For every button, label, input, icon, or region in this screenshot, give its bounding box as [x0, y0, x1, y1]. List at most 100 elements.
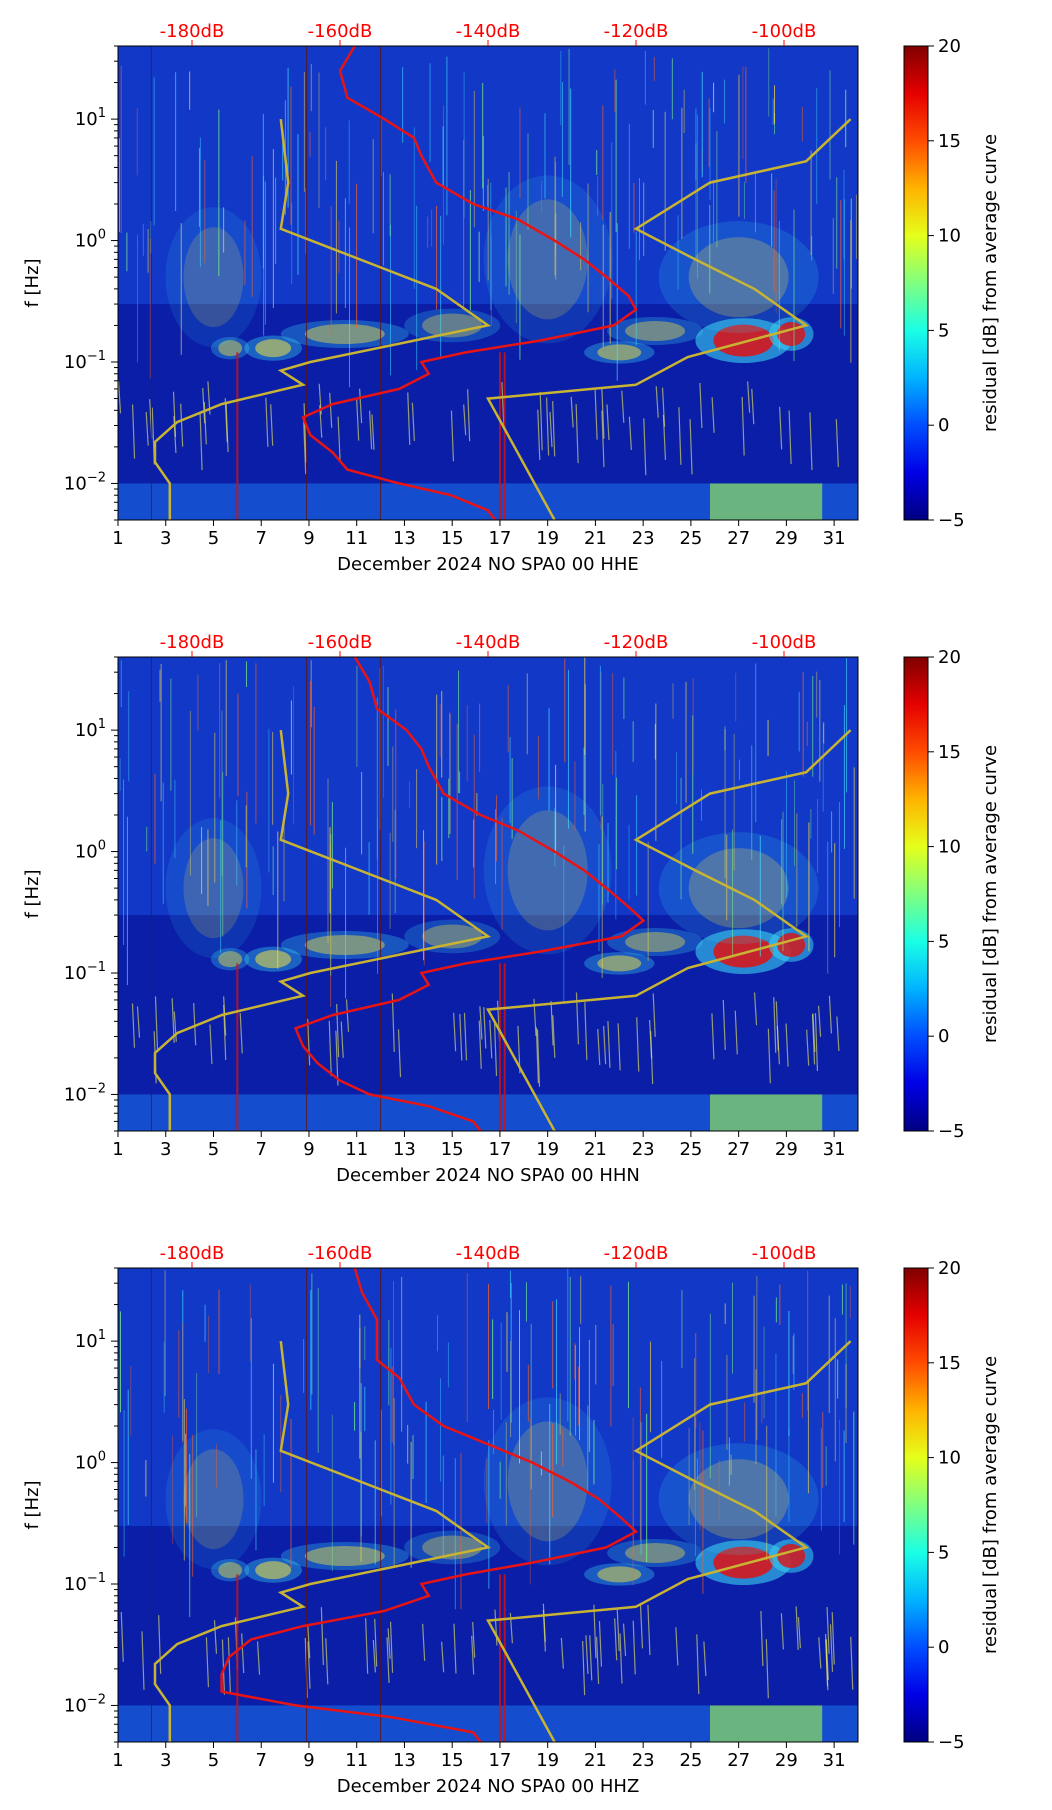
heatmap-event	[141, 1631, 145, 1690]
y-tick-exp: −1	[87, 1571, 106, 1586]
colorbar-tick-label: −5	[938, 510, 965, 531]
x-tick-label: 27	[727, 1750, 750, 1771]
colorbar	[903, 45, 929, 521]
heatmap-event	[622, 1623, 627, 1657]
heatmap-event	[337, 416, 341, 461]
x-tick-label: 23	[632, 1139, 655, 1160]
heatmap-storm-halo	[280, 320, 409, 349]
colorbar-tick-label: 10	[938, 1448, 961, 1469]
psd-curve	[293, 657, 646, 1131]
heatmap-event	[340, 1021, 344, 1058]
heatmap-event	[603, 1025, 607, 1065]
colorbar-tick-label: 20	[938, 647, 961, 668]
y-tick-base: 10	[64, 1695, 87, 1716]
heatmap-storm-core	[507, 199, 588, 320]
y-tick-label: 10−2	[64, 1692, 106, 1716]
heatmap-event	[270, 404, 274, 446]
x-tick-label: 9	[303, 528, 314, 549]
heatmap-event	[765, 1639, 769, 1699]
heatmap-storm-core	[507, 1421, 588, 1542]
heatmap-event	[494, 1609, 498, 1646]
x-tick-label: 29	[775, 1750, 798, 1771]
top-axis-label: -120dB	[604, 632, 669, 653]
heatmap-event	[225, 403, 229, 453]
heatmap	[118, 1268, 858, 1742]
heatmap-event	[372, 1640, 376, 1673]
y-tick-base: 10	[75, 1331, 98, 1352]
top-axis-label: -160dB	[308, 1243, 373, 1264]
x-tick-label: 21	[584, 1139, 607, 1160]
heatmap-event	[703, 1641, 707, 1677]
x-tick-label: 9	[303, 1139, 314, 1160]
x-tick-label: 3	[160, 528, 171, 549]
heatmap-event	[655, 386, 659, 418]
noise-model-high	[485, 1340, 852, 1742]
heatmap-band-high	[118, 46, 858, 305]
colorbar-label: residual [dB] from average curve	[980, 1356, 1001, 1654]
heatmap-event	[328, 1020, 332, 1077]
heatmap-event	[585, 1635, 589, 1674]
heatmap-event	[203, 401, 207, 445]
y-tick-base: 10	[75, 231, 98, 252]
heatmap-storm-core	[422, 924, 483, 949]
colorbar-tick-label: 10	[938, 226, 961, 247]
top-axis-label: -160dB	[308, 632, 373, 653]
heatmap-event	[711, 397, 715, 433]
heatmap-event	[369, 410, 373, 450]
colorbar-tick-label: 0	[938, 415, 949, 436]
y-tick-exp: −2	[87, 470, 106, 485]
y-tick-base: 10	[64, 1574, 87, 1595]
heatmap-storm-core	[304, 1546, 385, 1567]
heatmap-storm-core	[218, 1562, 243, 1579]
heatmap-storm-halo	[607, 316, 704, 345]
heatmap-event	[616, 1608, 620, 1652]
colorbar-tick-label: 0	[938, 1026, 949, 1047]
noise-model-high	[485, 729, 852, 1131]
heatmap-event	[173, 416, 177, 453]
x-tick-label: 15	[441, 1139, 464, 1160]
heatmap-event	[397, 1029, 402, 1078]
x-tick-label: 19	[536, 1750, 559, 1771]
colorbar-tick-label: 15	[938, 1353, 961, 1374]
heatmap-band-lowfreq-warm	[710, 1094, 823, 1131]
heatmap-event	[472, 1622, 476, 1658]
y-tick-label: 100	[75, 839, 106, 863]
heatmap-event	[835, 419, 839, 467]
x-tick-label: 9	[303, 1750, 314, 1771]
heatmap-event	[589, 1635, 593, 1681]
heatmap-event	[601, 410, 605, 468]
y-tick-exp: −2	[87, 1081, 106, 1096]
heatmap-event	[463, 404, 467, 436]
heatmap-event	[689, 419, 693, 475]
heatmap-storm-halo	[165, 818, 262, 959]
heatmap-event	[584, 1002, 588, 1060]
heatmap-event	[459, 1013, 463, 1061]
heatmap-event	[450, 410, 455, 462]
heatmap-event	[747, 381, 751, 413]
x-tick-label: 17	[488, 1750, 511, 1771]
heatmap-storm-core	[304, 935, 385, 956]
x-tick-label: 31	[823, 1139, 846, 1160]
x-tick-label: 13	[393, 1139, 416, 1160]
x-tick-label: 25	[679, 1139, 702, 1160]
heatmap-event	[795, 1606, 799, 1650]
heatmap-event	[493, 1021, 498, 1076]
x-tick-label: 29	[775, 1139, 798, 1160]
heatmap-band-lowfreq-warm	[710, 1705, 823, 1742]
heatmap-band-high	[118, 1268, 858, 1527]
heatmap-event	[826, 1607, 830, 1654]
y-tick-exp: 0	[98, 839, 106, 854]
heatmap-event	[441, 1641, 445, 1673]
heatmap-storm-core	[597, 955, 642, 972]
x-tick-label: 23	[632, 528, 655, 549]
heatmap-event	[118, 381, 122, 414]
heatmap-storm-core	[713, 324, 774, 357]
heatmap-storm-core	[183, 1449, 244, 1550]
heatmap-event	[371, 414, 375, 450]
heatmap-event	[678, 407, 682, 465]
heatmap-event	[639, 1603, 644, 1649]
heatmap-event	[722, 999, 726, 1050]
